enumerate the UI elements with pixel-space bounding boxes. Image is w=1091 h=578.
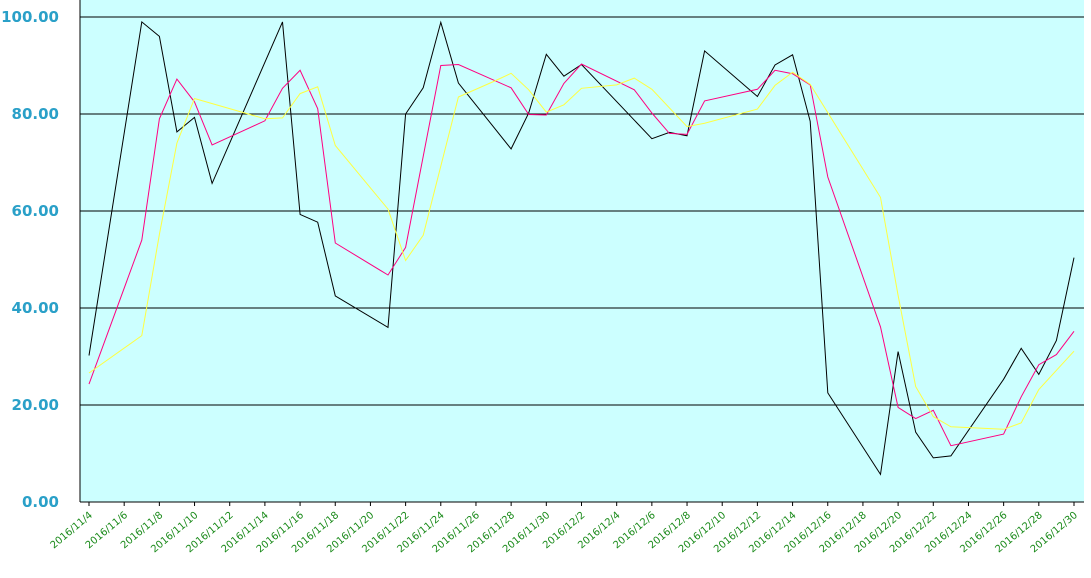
y-tick-label: 40.00 [12,299,59,317]
series-line-2 [88,63,1075,447]
y-tick-label: 60.00 [12,202,59,220]
y-tick-label: 20.00 [12,396,59,414]
series-line-3 [88,71,1075,430]
series-group [88,20,1075,476]
y-tick-label: 80.00 [12,105,59,123]
y-tick-label: 0.00 [22,493,59,511]
y-tick-label: 100.00 [1,8,59,26]
plot-area [80,0,1084,502]
y-axis-ticks: 0.00 20.00 40.00 60.00 80.00 100.00 [1,8,59,511]
x-axis-ticks: 2016/11/42016/11/62016/11/82016/11/10201… [49,502,1080,555]
